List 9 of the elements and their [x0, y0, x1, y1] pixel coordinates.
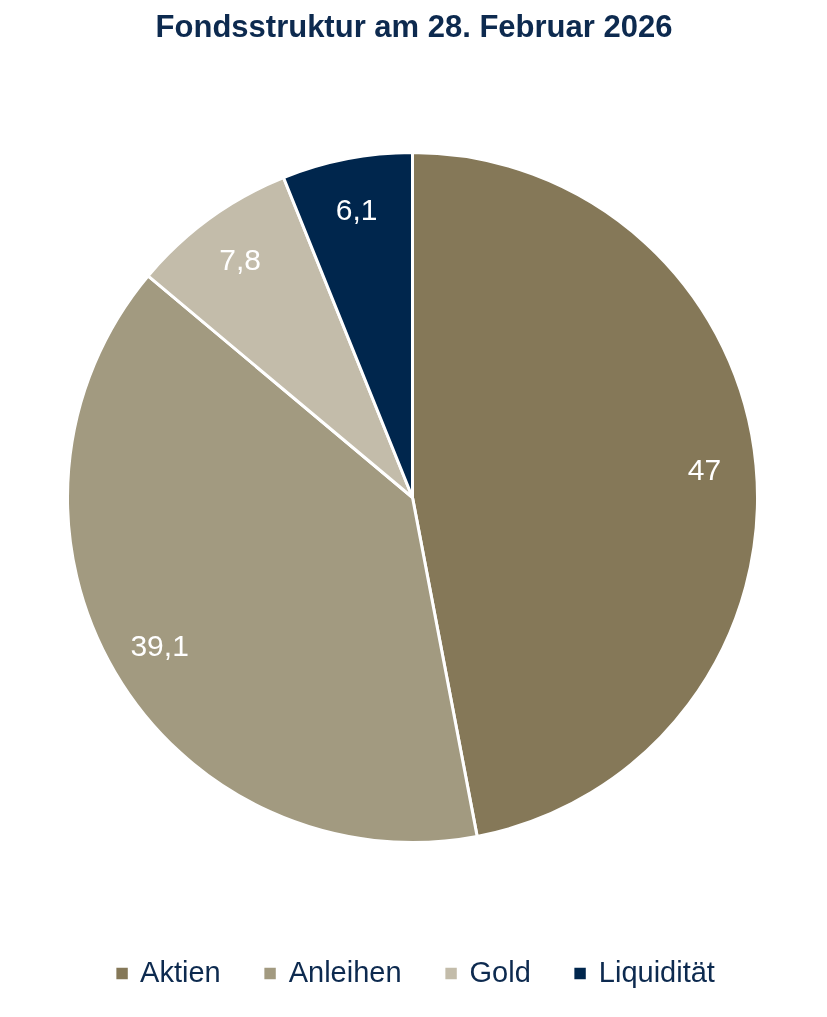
- data-label: 6,1: [335, 192, 378, 226]
- chart-title: Fondsstruktur am 28. Februar 2026: [155, 8, 673, 44]
- legend-label: Liquidität: [598, 956, 715, 989]
- legend-label: Gold: [469, 956, 531, 989]
- data-label: 47: [687, 452, 722, 486]
- data-label: 39,1: [130, 628, 189, 662]
- data-label: 7,8: [219, 243, 261, 277]
- legend-label: Anleihen: [288, 956, 402, 989]
- legend-label: Aktien: [140, 956, 221, 989]
